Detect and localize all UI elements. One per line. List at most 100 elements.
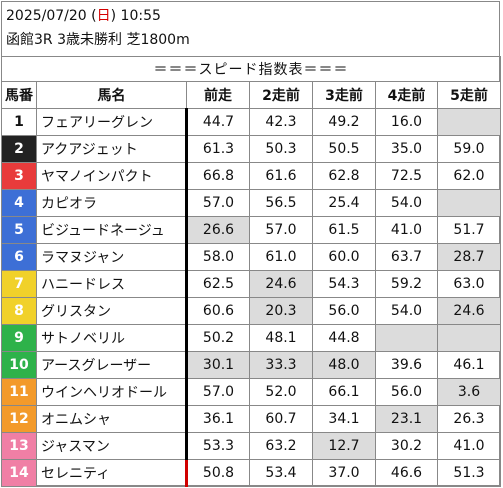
speed-index-cell: 23.1 <box>375 405 438 433</box>
horse-number: 1 <box>1 108 37 136</box>
speed-index-cell: 63.7 <box>375 243 438 271</box>
speed-index-table: ＝＝＝スピード指数表＝＝＝ 馬番 馬名 前走 2走前 3走前 4走前 5走前 1… <box>1 56 501 487</box>
speed-index-cell: 44.7 <box>185 108 250 136</box>
speed-index-cell: 36.1 <box>185 405 250 433</box>
speed-index-cell: 66.1 <box>312 378 376 406</box>
horse-name: ラマヌジャン <box>36 243 187 271</box>
table-row: 1 フェアリーグレン 44.7 42.3 49.2 16.0 <box>1 108 501 136</box>
horse-name: カピオラ <box>36 189 187 217</box>
speed-index-cell: 41.0 <box>437 432 501 460</box>
table-row: 4 カピオラ 57.0 56.5 25.4 54.0 <box>1 189 501 217</box>
day-close-paren: ) <box>110 8 117 24</box>
speed-index-cell: 48.0 <box>312 351 376 379</box>
horse-name: ビジュードネージュ <box>36 216 187 244</box>
speed-index-cell: 37.0 <box>312 459 376 487</box>
horse-name: セレニティ <box>36 459 187 487</box>
race-time: 10:55 <box>116 8 161 24</box>
col-header-2back: 2走前 <box>249 81 313 109</box>
speed-index-cell: 46.6 <box>375 459 438 487</box>
table-row: 12 オニムシャ 36.1 60.7 34.1 23.1 26.3 <box>1 405 501 433</box>
table-title: ＝＝＝スピード指数表＝＝＝ <box>1 56 501 82</box>
speed-index-cell: 25.4 <box>312 189 376 217</box>
speed-index-cell: 41.0 <box>375 216 438 244</box>
day-open-paren: ( <box>86 8 97 24</box>
speed-index-cell: 35.0 <box>375 135 438 163</box>
speed-index-cell: 54.0 <box>375 297 438 325</box>
horse-name: アースグレーザー <box>36 351 187 379</box>
speed-index-cell <box>437 324 501 352</box>
horse-number: 6 <box>1 243 37 271</box>
horse-number: 12 <box>1 405 37 433</box>
col-header-5back: 5走前 <box>437 81 501 109</box>
speed-index-cell: 62.5 <box>185 270 250 298</box>
speed-index-cell: 56.0 <box>375 378 438 406</box>
speed-index-cell: 24.6 <box>249 270 313 298</box>
table-row: 13 ジャスマン 53.3 63.2 12.7 30.2 41.0 <box>1 432 501 460</box>
race-datetime: 2025/07/20 (日) 10:55 <box>6 7 161 25</box>
horse-name: ハニードレス <box>36 270 187 298</box>
speed-index-cell: 62.8 <box>312 162 376 190</box>
speed-index-cell: 56.0 <box>312 297 376 325</box>
speed-index-cell: 57.0 <box>185 189 250 217</box>
speed-index-cell: 66.8 <box>185 162 250 190</box>
speed-index-cell: 60.6 <box>185 297 250 325</box>
speed-index-cell: 26.6 <box>185 216 250 244</box>
speed-index-cell: 63.0 <box>437 270 501 298</box>
speed-index-cell: 53.3 <box>185 432 250 460</box>
table-row: 11 ウインヘリオドール 57.0 52.0 66.1 56.0 3.6 <box>1 378 501 406</box>
speed-index-cell: 51.7 <box>437 216 501 244</box>
speed-index-cell: 58.0 <box>185 243 250 271</box>
speed-index-cell: 59.2 <box>375 270 438 298</box>
table-row: 5 ビジュードネージュ 26.6 57.0 61.5 41.0 51.7 <box>1 216 501 244</box>
speed-index-cell: 54.3 <box>312 270 376 298</box>
table-row: 8 グリスタン 60.6 20.3 56.0 54.0 24.6 <box>1 297 501 325</box>
speed-index-cell: 39.6 <box>375 351 438 379</box>
horse-name: グリスタン <box>36 297 187 325</box>
speed-index-cell: 56.5 <box>249 189 313 217</box>
horse-number: 11 <box>1 378 37 406</box>
col-header-number: 馬番 <box>1 81 37 109</box>
table-row: 9 サトノベリル 50.2 48.1 44.8 <box>1 324 501 352</box>
speed-index-cell: 61.0 <box>249 243 313 271</box>
speed-index-cell: 28.7 <box>437 243 501 271</box>
table-row: 6 ラマヌジャン 58.0 61.0 60.0 63.7 28.7 <box>1 243 501 271</box>
speed-index-cell: 3.6 <box>437 378 501 406</box>
horse-name: アクアジェット <box>36 135 187 163</box>
horse-number: 3 <box>1 162 37 190</box>
speed-index-cell: 61.5 <box>312 216 376 244</box>
race-info: 函館3R 3歳未勝利 芝1800m <box>6 32 190 48</box>
speed-index-cell: 51.3 <box>437 459 501 487</box>
speed-index-cell: 57.0 <box>185 378 250 406</box>
table-row: 2 アクアジェット 61.3 50.3 50.5 35.0 59.0 <box>1 135 501 163</box>
table-row: 3 ヤマノインパクト 66.8 61.6 62.8 72.5 62.0 <box>1 162 501 190</box>
speed-index-cell: 61.6 <box>249 162 313 190</box>
col-header-name: 馬名 <box>36 81 187 109</box>
race-date: 2025/07/20 <box>6 8 87 24</box>
horse-number: 2 <box>1 135 37 163</box>
speed-index-cell: 61.3 <box>185 135 250 163</box>
speed-index-cell: 60.7 <box>249 405 313 433</box>
speed-index-cell: 50.8 <box>185 459 250 487</box>
horse-number: 13 <box>1 432 37 460</box>
table-row: 14 セレニティ 50.8 53.4 37.0 46.6 51.3 <box>1 459 501 487</box>
table-row: 7 ハニードレス 62.5 24.6 54.3 59.2 63.0 <box>1 270 501 298</box>
speed-index-cell: 50.3 <box>249 135 313 163</box>
horse-number: 4 <box>1 189 37 217</box>
horse-number: 7 <box>1 270 37 298</box>
speed-index-cell: 63.2 <box>249 432 313 460</box>
table-row: 10 アースグレーザー 30.1 33.3 48.0 39.6 46.1 <box>1 351 501 379</box>
speed-index-cell: 50.2 <box>185 324 250 352</box>
horse-name: サトノベリル <box>36 324 187 352</box>
speed-index-cell: 54.0 <box>375 189 438 217</box>
col-header-last: 前走 <box>186 81 250 109</box>
speed-index-cell: 48.1 <box>249 324 313 352</box>
horse-name: オニムシャ <box>36 405 187 433</box>
speed-index-cell: 12.7 <box>312 432 376 460</box>
speed-index-cell: 60.0 <box>312 243 376 271</box>
speed-index-cell: 52.0 <box>249 378 313 406</box>
table-body: ＝＝＝スピード指数表＝＝＝ 馬番 馬名 前走 2走前 3走前 4走前 5走前 1… <box>1 56 501 487</box>
speed-index-cell: 30.1 <box>185 351 250 379</box>
horse-name: ウインヘリオドール <box>36 378 187 406</box>
horse-name: ジャスマン <box>36 432 187 460</box>
speed-index-cell: 34.1 <box>312 405 376 433</box>
